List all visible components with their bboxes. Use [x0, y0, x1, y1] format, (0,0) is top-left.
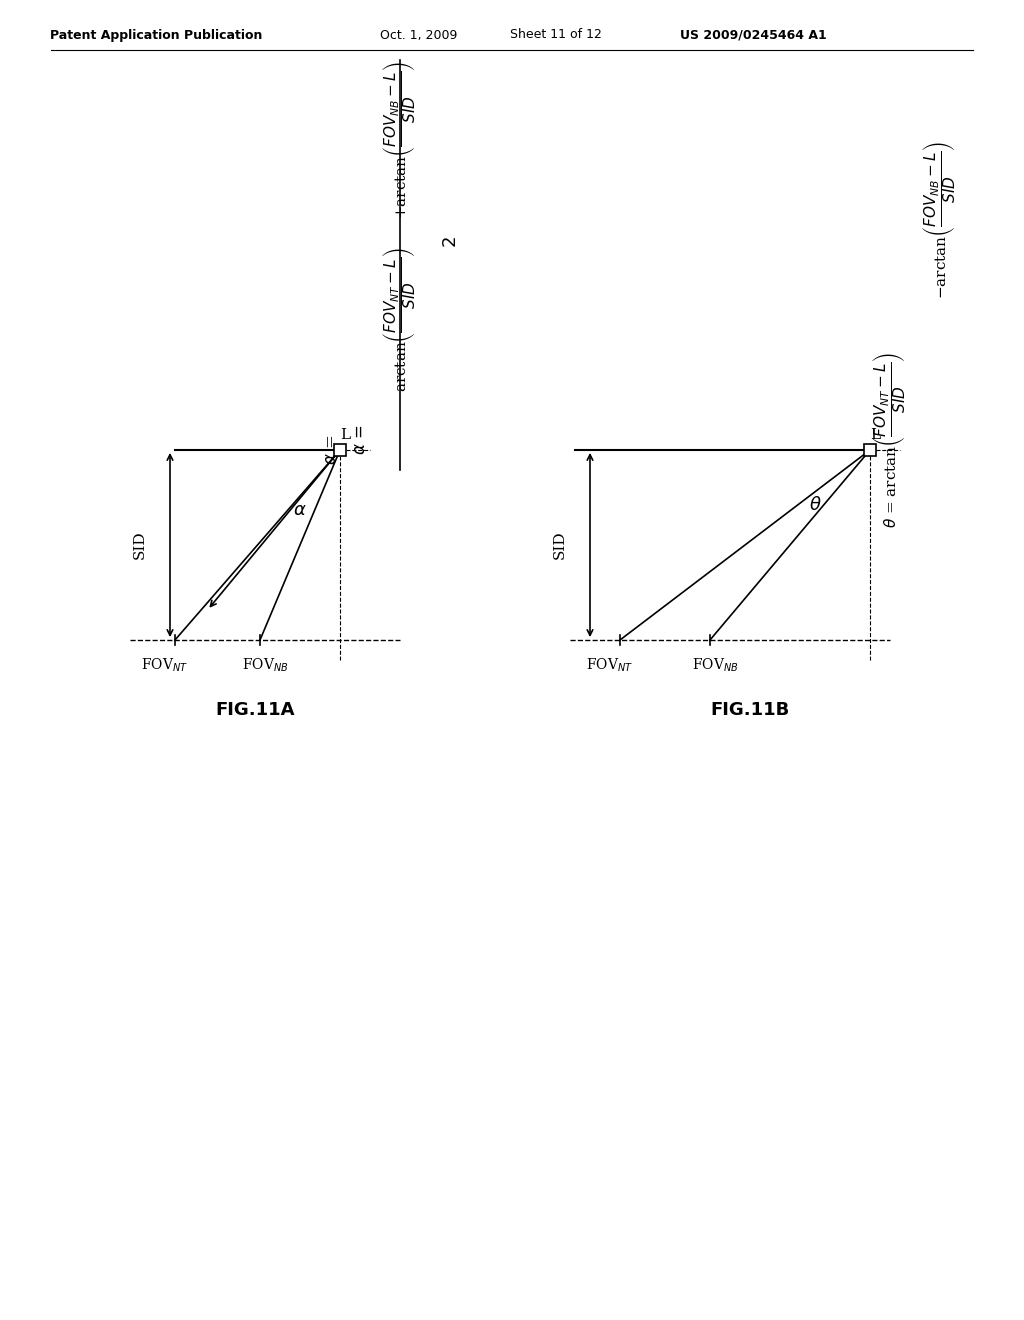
Text: FOV$_{NB}$: FOV$_{NB}$	[242, 656, 289, 673]
Text: L: L	[340, 428, 350, 442]
Text: FOV$_{NB}$: FOV$_{NB}$	[692, 656, 738, 673]
Text: FIG.11A: FIG.11A	[215, 701, 295, 719]
Text: US 2009/0245464 A1: US 2009/0245464 A1	[680, 29, 826, 41]
Text: SID: SID	[133, 531, 147, 560]
Text: L: L	[870, 428, 880, 442]
Text: Oct. 1, 2009: Oct. 1, 2009	[380, 29, 458, 41]
Text: $\theta$ = arctan$\left(\dfrac{FOV_{NT}-L}{SID}\right)$: $\theta$ = arctan$\left(\dfrac{FOV_{NT}-…	[871, 352, 908, 528]
Text: Patent Application Publication: Patent Application Publication	[50, 29, 262, 41]
Text: $\alpha$ =: $\alpha$ =	[351, 425, 369, 455]
Text: FIG.11B: FIG.11B	[711, 701, 790, 719]
Text: $-$arctan$\left(\dfrac{FOV_{NB}-L}{SID}\right)$: $-$arctan$\left(\dfrac{FOV_{NB}-L}{SID}\…	[922, 141, 958, 300]
Text: $\theta$: $\theta$	[809, 496, 821, 513]
Bar	[864, 444, 876, 455]
Bar	[334, 444, 346, 455]
Text: 2: 2	[441, 234, 459, 246]
Text: FOV$_{NT}$: FOV$_{NT}$	[141, 656, 188, 673]
Text: +arctan$\left(\dfrac{FOV_{NB}-L}{SID}\right)$: +arctan$\left(\dfrac{FOV_{NB}-L}{SID}\ri…	[382, 61, 419, 219]
Text: $\alpha$: $\alpha$	[293, 502, 307, 519]
Text: arctan$\left(\dfrac{FOV_{NT}-L}{SID}\right)$: arctan$\left(\dfrac{FOV_{NT}-L}{SID}\rig…	[382, 248, 419, 392]
Text: SID: SID	[553, 531, 567, 560]
Text: $\alpha$ =: $\alpha$ =	[323, 434, 340, 465]
Text: Sheet 11 of 12: Sheet 11 of 12	[510, 29, 602, 41]
Text: FOV$_{NT}$: FOV$_{NT}$	[587, 656, 634, 673]
